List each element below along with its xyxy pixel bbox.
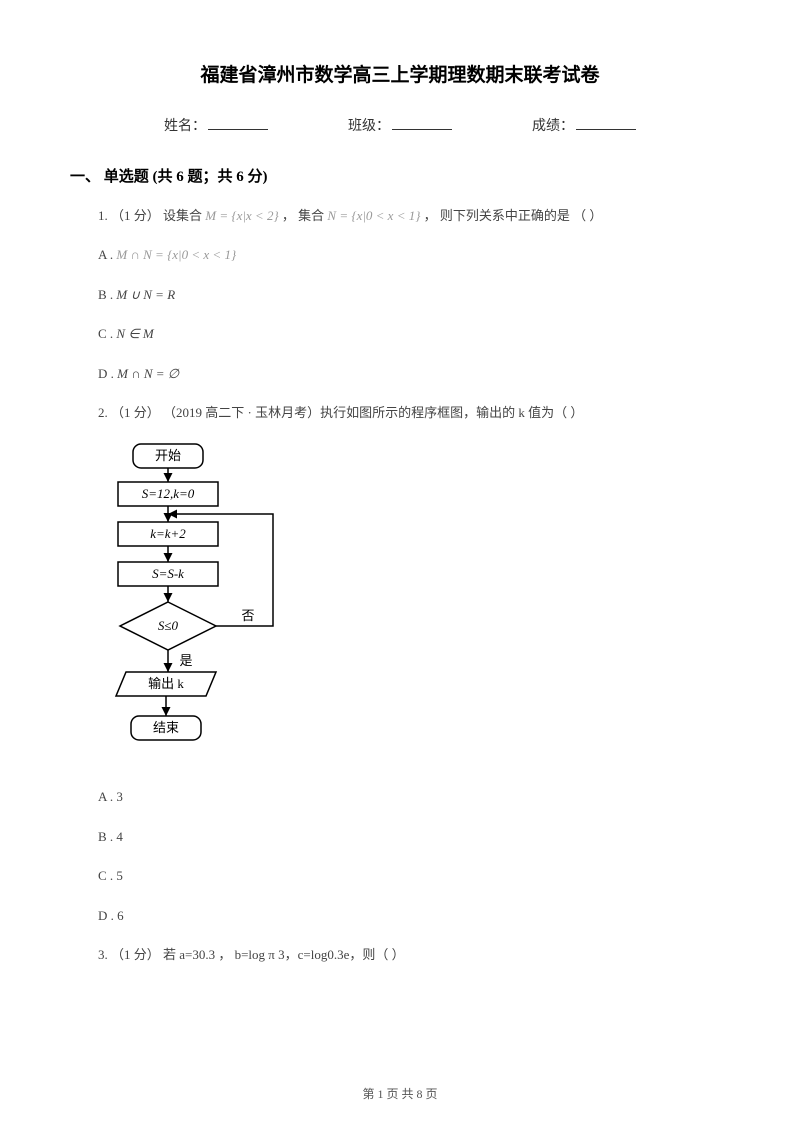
class-label: 班级： xyxy=(348,119,390,134)
name-label: 姓名： xyxy=(164,119,206,134)
q1-optC-label: C . xyxy=(98,326,116,341)
flowchart-svg: 开始 S=12,k=0 k=k+2 S=S-k S≤0 否 是 输出 k 结束 xyxy=(98,440,308,760)
question-2: 2. （1 分） （2019 高二下 · 玉林月考）执行如图所示的程序框图，输出… xyxy=(98,401,730,424)
q2-optB: B . 4 xyxy=(98,825,730,848)
score-field: 成绩： xyxy=(532,115,636,135)
fc-yes: 是 xyxy=(179,653,192,668)
page-footer: 第 1 页 共 8 页 xyxy=(0,1085,800,1102)
score-underline xyxy=(576,116,636,130)
question-3: 3. （1 分） 若 a=30.3 ， b=log π 3，c=log0.3e，… xyxy=(98,943,730,966)
q2-optC: C . 5 xyxy=(98,864,730,887)
q1-optC-math: N ∈ M xyxy=(116,326,153,341)
q1-mid: ， 集合 xyxy=(282,208,324,223)
q1-suffix: ， 则下列关系中正确的是 （ ） xyxy=(424,208,603,223)
q1-optD: D . M ∩ N = ∅ xyxy=(98,362,730,385)
q1-optC: C . N ∈ M xyxy=(98,322,730,345)
q1-optA-label: A . xyxy=(98,247,116,262)
flowchart: 开始 S=12,k=0 k=k+2 S=S-k S≤0 否 是 输出 k 结束 xyxy=(98,440,730,765)
q1-setM: M = {x|x < 2} xyxy=(205,208,278,223)
name-field: 姓名： xyxy=(164,115,268,135)
fc-output: 输出 k xyxy=(148,676,184,691)
q1-stem: 1. （1 分） 设集合 M = {x|x < 2} ， 集合 N = {x|0… xyxy=(98,204,730,227)
class-underline xyxy=(392,116,452,130)
name-underline xyxy=(208,116,268,130)
q1-setN: N = {x|0 < x < 1} xyxy=(327,208,420,223)
q1-optD-math: M ∩ N = ∅ xyxy=(117,366,179,381)
question-2-options: A . 3 B . 4 C . 5 D . 6 xyxy=(98,785,730,927)
q2-optA: A . 3 xyxy=(98,785,730,808)
q1-optA-math: M ∩ N = {x|0 < x < 1} xyxy=(116,247,236,262)
q1-optD-label: D . xyxy=(98,366,117,381)
q1-prefix: 1. （1 分） 设集合 xyxy=(98,208,202,223)
fc-cond: S≤0 xyxy=(158,618,179,633)
question-1: 1. （1 分） 设集合 M = {x|x < 2} ， 集合 N = {x|0… xyxy=(98,204,730,385)
q1-optA: A . M ∩ N = {x|0 < x < 1} xyxy=(98,243,730,266)
class-field: 班级： xyxy=(348,115,452,135)
score-label: 成绩： xyxy=(532,119,574,134)
fc-start: 开始 xyxy=(155,448,181,463)
fc-step1: k=k+2 xyxy=(150,526,186,541)
q3-stem: 3. （1 分） 若 a=30.3 ， b=log π 3，c=log0.3e，… xyxy=(98,943,730,966)
q2-optD: D . 6 xyxy=(98,904,730,927)
q1-optB: B . M ∪ N = R xyxy=(98,283,730,306)
fc-init: S=12,k=0 xyxy=(142,486,195,501)
exam-title: 福建省漳州市数学高三上学期理数期末联考试卷 xyxy=(70,60,730,87)
header-fields: 姓名： 班级： 成绩： xyxy=(70,115,730,135)
q1-optB-label: B . xyxy=(98,287,116,302)
q2-stem: 2. （1 分） （2019 高二下 · 玉林月考）执行如图所示的程序框图，输出… xyxy=(98,401,730,424)
fc-no: 否 xyxy=(241,608,254,623)
fc-end: 结束 xyxy=(153,720,179,735)
fc-step2: S=S-k xyxy=(152,566,184,581)
section-title: 一、 单选题 (共 6 题；共 6 分) xyxy=(70,165,730,186)
q1-optB-math: M ∪ N = R xyxy=(116,287,175,302)
